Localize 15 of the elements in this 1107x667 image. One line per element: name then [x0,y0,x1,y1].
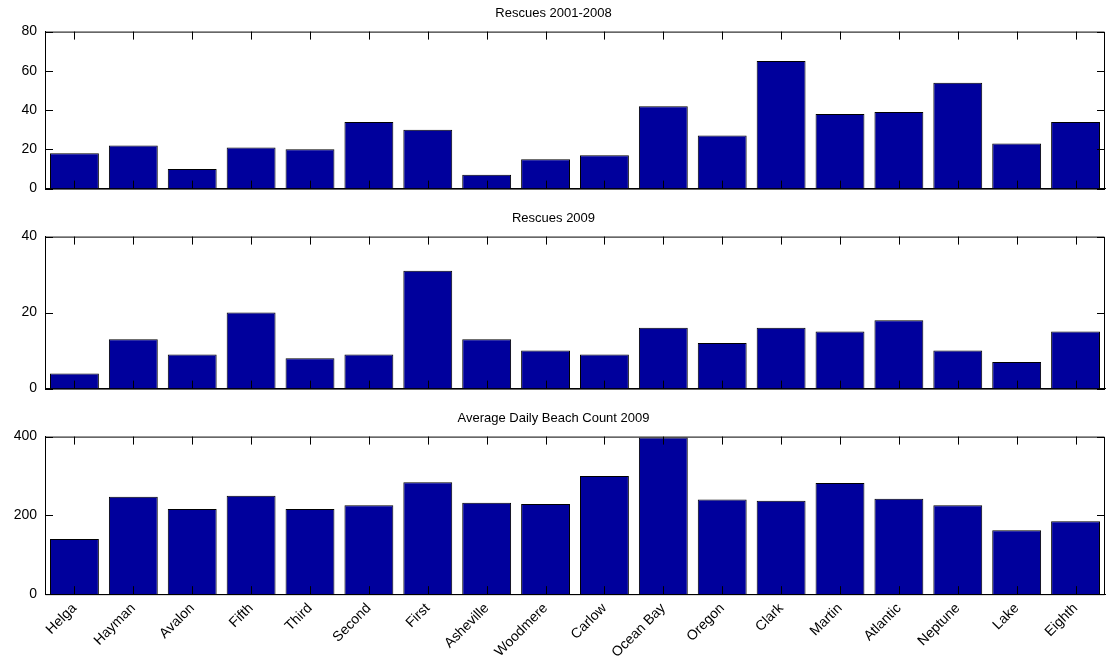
y-tick-label: 200 [13,506,38,523]
chart-title: Rescues 2009 [511,210,596,226]
y-tick-label: 0 [29,379,38,396]
y-tick-label: 20 [21,303,38,320]
y-tick-label: 400 [13,427,38,444]
chart-title: Rescues 2001-2008 [495,5,612,21]
y-tick-label: 60 [21,61,38,78]
y-tick-label: 40 [21,100,38,117]
chart-title: Average Daily Beach Count 2009 [457,410,650,426]
y-tick-label: 20 [21,140,38,157]
y-tick-label: 0 [29,179,38,196]
x-tick-label: Fifth [225,599,256,631]
y-tick-label: 40 [21,227,38,244]
y-tick-label: 0 [29,585,38,601]
y-tick-label: 80 [21,22,38,39]
